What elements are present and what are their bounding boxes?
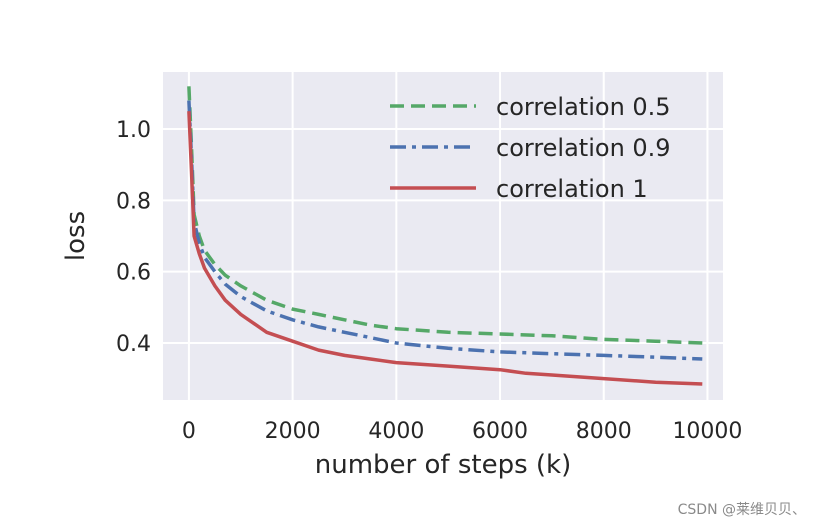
series-lines: [187, 86, 703, 386]
y-tick-label: 0.4: [116, 332, 151, 357]
x-tick-label: 0: [182, 419, 196, 444]
x-tick-label: 2000: [265, 419, 321, 444]
watermark-text: CSDN @莱维贝贝、: [678, 502, 806, 518]
legend-label-2: correlation 1: [496, 175, 648, 203]
y-tick-labels: 0.4 0.6 0.8 1.0: [116, 118, 151, 357]
series-line-0: [187, 86, 703, 345]
y-tick-label: 0.8: [116, 189, 151, 214]
y-tick-label: 0.6: [116, 261, 151, 286]
x-tick-label: 4000: [368, 419, 424, 444]
x-tick-label: 10000: [672, 419, 742, 444]
series-line-1: [187, 100, 703, 361]
x-tick-label: 8000: [576, 419, 632, 444]
series-line-2: [187, 111, 703, 386]
x-axis-label: number of steps (k): [315, 450, 571, 480]
x-tick-label: 6000: [472, 419, 528, 444]
plot-area: [163, 72, 723, 400]
legend-label-1: correlation 0.9: [496, 134, 671, 162]
gridlines: [163, 72, 723, 400]
x-tick-labels: 0 2000 4000 6000 8000 10000: [182, 419, 743, 444]
y-tick-label: 1.0: [116, 118, 151, 143]
legend-label-0: correlation 0.5: [496, 93, 671, 121]
legend: correlation 0.5 correlation 0.9 correlatio…: [390, 93, 671, 203]
y-axis-label: loss: [61, 211, 91, 261]
